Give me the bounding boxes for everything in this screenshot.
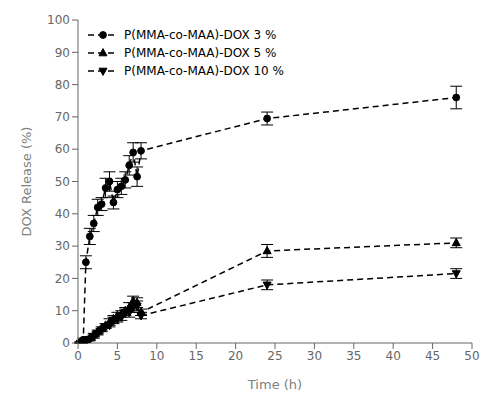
svg-text:30: 30 xyxy=(55,239,70,253)
svg-text:50: 50 xyxy=(464,349,479,363)
svg-text:70: 70 xyxy=(55,110,70,124)
svg-text:80: 80 xyxy=(55,78,70,92)
svg-text:35: 35 xyxy=(346,349,361,363)
svg-text:60: 60 xyxy=(55,142,70,156)
svg-text:5: 5 xyxy=(114,349,122,363)
svg-text:10: 10 xyxy=(55,304,70,318)
svg-text:90: 90 xyxy=(55,46,70,60)
svg-text:20: 20 xyxy=(55,272,70,286)
html-text:P(MMA-co-MAA)-DOX 10 %: P(MMA-co-MAA)-DOX 10 % xyxy=(124,64,284,78)
svg-text:DOX Release (%): DOX Release (%) xyxy=(19,127,34,237)
svg-text:15: 15 xyxy=(189,349,204,363)
html-text:P(MMA-co-MAA)-DOX 5 %: P(MMA-co-MAA)-DOX 5 % xyxy=(124,46,277,60)
svg-text:50: 50 xyxy=(55,175,70,189)
svg-text:0: 0 xyxy=(74,349,82,363)
svg-text:30: 30 xyxy=(307,349,322,363)
svg-text:40: 40 xyxy=(55,207,70,221)
svg-text:100: 100 xyxy=(47,13,70,27)
svg-text:20: 20 xyxy=(228,349,243,363)
svg-text:0: 0 xyxy=(62,336,70,350)
svg-text:10: 10 xyxy=(149,349,164,363)
svg-text:25: 25 xyxy=(267,349,282,363)
html-text:P(MMA-co-MAA)-DOX 3 %: P(MMA-co-MAA)-DOX 3 % xyxy=(124,28,277,42)
svg-text:40: 40 xyxy=(386,349,401,363)
svg-text:45: 45 xyxy=(425,349,440,363)
svg-text:Time (h): Time (h) xyxy=(247,377,302,392)
